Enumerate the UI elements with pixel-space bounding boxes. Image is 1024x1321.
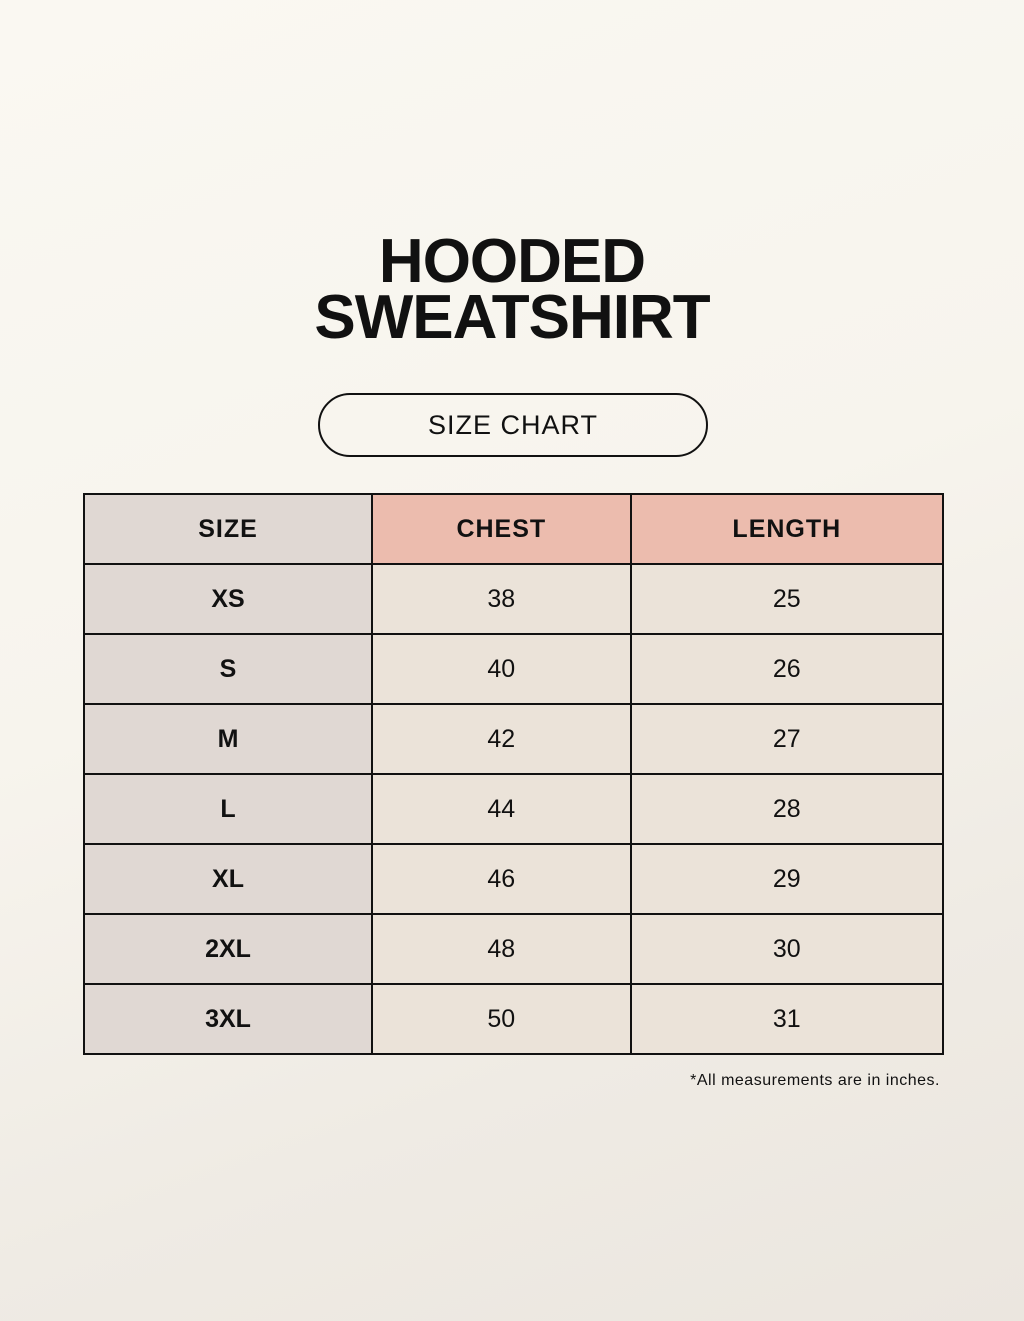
page-title: HOODED SWEATSHIRT: [0, 227, 1024, 352]
title-line-1: HOODED: [378, 227, 646, 296]
cell-length: 29: [629, 843, 945, 915]
table-row: M 42 27: [83, 703, 945, 775]
cell-chest: 48: [371, 913, 632, 985]
size-chart-label: SIZE CHART: [318, 393, 708, 457]
cell-size: 3XL: [83, 983, 373, 1055]
table-header-row: SIZE CHEST LENGTH: [83, 493, 945, 565]
header-chest: CHEST: [371, 493, 632, 565]
cell-chest: 50: [371, 983, 632, 1055]
cell-chest: 42: [371, 703, 632, 775]
cell-length: 25: [629, 563, 945, 635]
cell-size: L: [83, 773, 373, 845]
cell-length: 31: [629, 983, 945, 1055]
table-row: L 44 28: [83, 773, 945, 845]
table-row: 2XL 48 30: [83, 913, 945, 985]
table-row: S 40 26: [83, 633, 945, 705]
cell-chest: 38: [371, 563, 632, 635]
cell-length: 30: [629, 913, 945, 985]
cell-size: 2XL: [83, 913, 373, 985]
header-length: LENGTH: [629, 493, 945, 565]
cell-size: M: [83, 703, 373, 775]
cell-size: XL: [83, 843, 373, 915]
table-row: XL 46 29: [83, 843, 945, 915]
cell-size: S: [83, 633, 373, 705]
cell-length: 28: [629, 773, 945, 845]
cell-length: 26: [629, 633, 945, 705]
cell-size: XS: [83, 563, 373, 635]
size-table: SIZE CHEST LENGTH XS 38 25 S 40 26 M 42 27 L 44 28 X…: [83, 493, 945, 1055]
cell-length: 27: [629, 703, 945, 775]
title-line-2: SWEATSHIRT: [314, 283, 710, 352]
cell-chest: 40: [371, 633, 632, 705]
header-size: SIZE: [83, 493, 373, 565]
footnote: *All measurements are in inches.: [690, 1072, 940, 1089]
cell-chest: 46: [371, 843, 632, 915]
cell-chest: 44: [371, 773, 632, 845]
table-row: 3XL 50 31: [83, 983, 945, 1055]
table-row: XS 38 25: [83, 563, 945, 635]
